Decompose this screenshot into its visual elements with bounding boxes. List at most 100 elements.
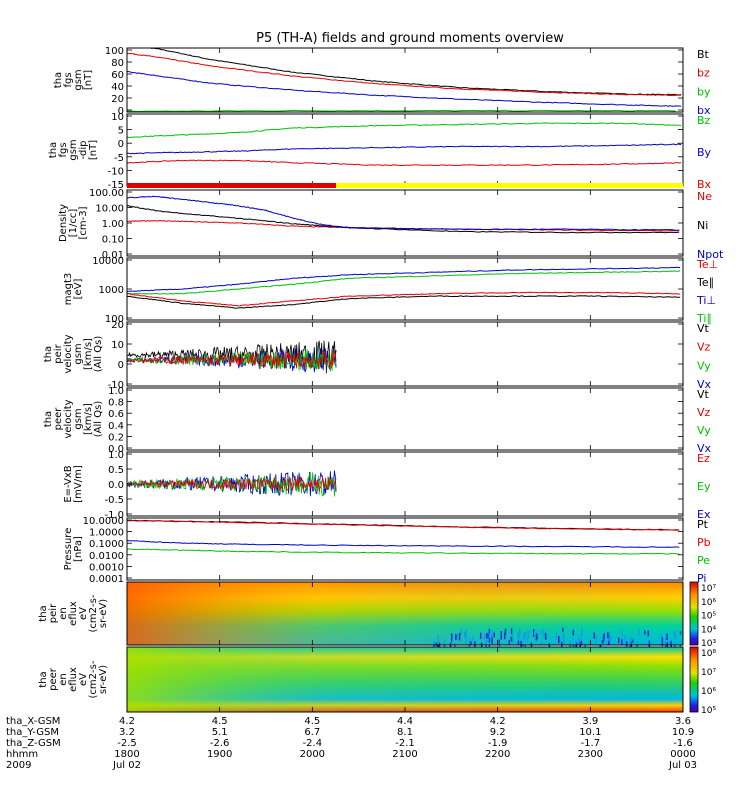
y-tick-label: -0.5 [104, 495, 124, 506]
x-axis-row-label: tha_Y-GSM [6, 727, 59, 738]
y-tick-label: 1.00 [102, 219, 124, 230]
series-line-By [127, 143, 682, 155]
spectrogram-speckle [468, 638, 471, 643]
legend-label-by: by [697, 85, 711, 98]
y-tick-label: 0.0100 [89, 551, 124, 562]
spectrogram-speckle [572, 629, 575, 636]
y-tick-label: 0.0 [108, 480, 124, 491]
y-tick-label: 0.0001 [89, 574, 124, 585]
spectrogram-speckle [542, 628, 545, 637]
spectrogram-speckle [602, 634, 604, 639]
x-axis-value: -2.1 [395, 738, 415, 749]
spectrogram-speckle [488, 628, 491, 634]
spectrogram-speckle [580, 640, 583, 645]
legend-label-Vt: Vt [697, 322, 710, 335]
spectrogram-speckle [485, 633, 488, 639]
panel-efield: 1.0 0.5 0.0 -0.5 -1.0 Ez Ey Ex E=-VxB [mV/m] [63, 450, 711, 521]
panel-frame [126, 189, 684, 257]
y-axis-label-line: [mV/m] [73, 465, 84, 503]
y-axis-label: tha peir velocity gsm [km/s] (All Qs) [43, 334, 104, 373]
spectrogram-speckle [584, 643, 586, 648]
spectrogram-speckle [593, 632, 596, 639]
y-tick-label: 60 [111, 70, 124, 81]
legend-label-Ey: Ey [697, 480, 711, 493]
legend-label-Pi: Pi [697, 572, 706, 585]
colorbar-label: 10⁵ [701, 706, 716, 716]
spectrogram-speckle [512, 634, 514, 643]
series-line-Pi [127, 539, 680, 548]
spectrogram-speckle [637, 628, 640, 636]
spectrogram-speckle [555, 632, 558, 640]
spectrogram-speckle [674, 636, 677, 640]
panel-peer_velocity: 1.00.80.60.40.20.0 Vt Vz Vy Vx tha peer velocit… [43, 386, 712, 455]
y-axis-label-line: gsm [73, 343, 84, 364]
plot-layer [127, 266, 681, 309]
spectrogram-speckle [463, 631, 466, 639]
x-axis-row-label: tha_Z-GSM [6, 738, 61, 749]
spectrogram-speckle [603, 633, 605, 639]
legend-label-Pt: Pt [697, 518, 709, 531]
spectrogram-speckle [562, 632, 564, 639]
spectrogram-speckle [630, 636, 633, 642]
y-axis-label-line: eflux [68, 667, 79, 692]
y-axis-label-line: tha [53, 72, 64, 88]
y-axis-label-line: Density [58, 204, 69, 242]
y-axis-label-line: [nT] [83, 70, 94, 90]
y-axis-label-line: tha [48, 142, 59, 158]
legend-label-Bz: Bz [697, 114, 711, 127]
spectrogram-speckle [443, 639, 446, 648]
spectrogram-speckle [572, 637, 575, 641]
y-axis-label: tha fgs gsm -dip [nT] [48, 139, 99, 160]
legend-label-Te∥: Te∥ [696, 276, 714, 289]
y-axis-label: E=-VxB [mV/m] [63, 465, 84, 503]
x-axis-value: 6.7 [304, 727, 320, 738]
x-axis-row: tha_Z-GSM -2.5 -2.6 -2.4 -2.1 -1.9 -1.7 -1.6 [6, 738, 693, 749]
x-axis-value: 2100 [392, 749, 417, 760]
spectrogram-speckle [540, 629, 542, 635]
legend-label-Npot: Npot [697, 248, 724, 261]
spectrogram-speckle [504, 628, 507, 635]
y-axis-label-line: eV [78, 673, 89, 686]
x-axis-value: 2300 [578, 749, 603, 760]
panel-density: 100.00 10.00 1.00 0.10 0.01 Ne Ni Npot Density [1… [58, 183, 724, 261]
y-axis-label-line: fgs [58, 142, 69, 157]
spectrogram-speckle [673, 629, 675, 636]
plot-layer [127, 195, 680, 234]
spectrogram-speckle [488, 638, 491, 643]
y-tick-label: 10.0000 [83, 516, 124, 527]
y-axis-label-line: [km/s] [83, 338, 94, 370]
y-axis-label-line: [nT] [88, 140, 99, 160]
panel-frame [126, 47, 684, 113]
spectrogram-speckle [575, 640, 577, 644]
plot-area [127, 258, 683, 320]
series-line-Te⊥ [127, 291, 681, 307]
y-tick-label: 0.1000 [89, 539, 124, 550]
x-axis-value: 4.2 [490, 716, 506, 727]
y-axis-label-line: gsm [73, 408, 84, 429]
x-axis-value: 10.1 [579, 727, 601, 738]
spectrogram-speckle [648, 640, 651, 649]
spectrogram-speckle [503, 632, 506, 640]
y-axis-label-line: tha [38, 671, 49, 687]
spectrogram-speckle [666, 633, 668, 641]
mode-bar-segment [127, 183, 337, 188]
x-axis-value: -2.4 [303, 738, 323, 749]
y-axis-label-line: [nPa] [73, 536, 84, 562]
y-axis-label: tha peer en eflux eV (cm2-s-sr-eV) [38, 660, 109, 698]
y-axis-label: tha peir en eflux eV (cm2-s-sr-eV) [38, 594, 109, 632]
spectrogram-speckle [601, 640, 604, 644]
y-axis-label-line: eflux [68, 601, 79, 626]
x-axis-value: 2200 [485, 749, 510, 760]
spectrogram-speckle [623, 635, 626, 642]
spectrogram-speckle [540, 642, 543, 646]
series-line-by [127, 109, 676, 112]
spectrogram-speckle [559, 638, 562, 643]
x-axis-value: 0000 [670, 749, 695, 760]
x-axis-value: 4.5 [212, 716, 228, 727]
y-axis-label-line: tha [43, 411, 54, 427]
panel-temperature: 10000 1000 100 Te⊥ Te∥ Ti⊥ Ti∥ magt3 [eV] [63, 256, 718, 325]
y-tick-label: 0.01 [102, 250, 124, 261]
y-axis-label: magt3 [eV] [63, 273, 84, 306]
